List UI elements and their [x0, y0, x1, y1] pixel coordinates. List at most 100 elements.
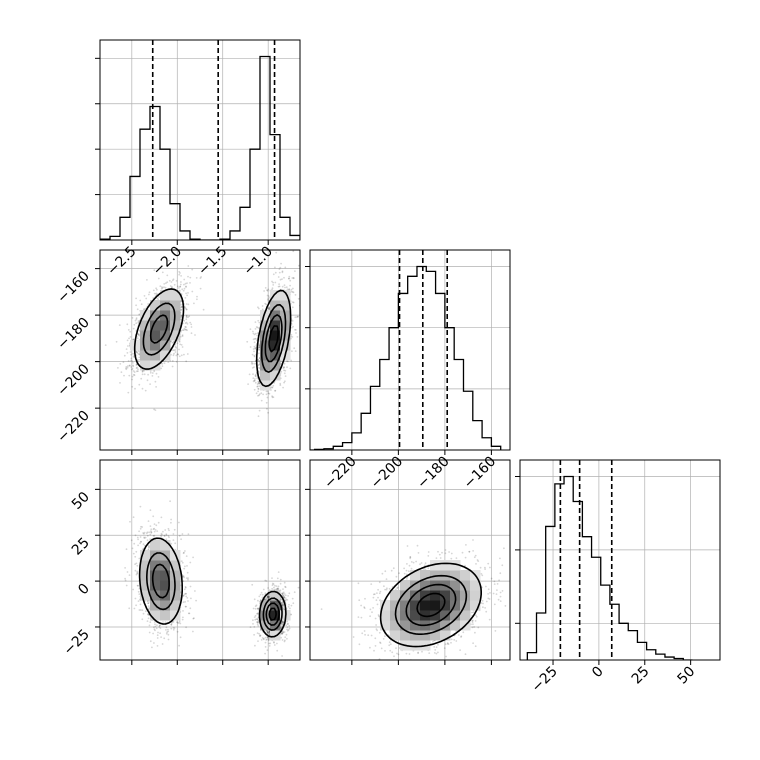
- scatter-point: [248, 373, 251, 376]
- scatter-point: [284, 380, 286, 383]
- density-cell: [280, 340, 291, 351]
- scatter-point: [184, 325, 187, 328]
- scatter-panel-p1-p2: [95, 249, 309, 455]
- scatter-point: [254, 337, 257, 340]
- scatter-point: [160, 287, 163, 290]
- scatter-point: [267, 288, 270, 291]
- scatter-point: [147, 303, 150, 305]
- scatter-point: [178, 355, 181, 358]
- density-cell: [150, 330, 161, 341]
- scatter-point: [258, 381, 261, 384]
- scatter-point: [137, 332, 140, 335]
- scatter-point: [185, 555, 188, 557]
- density-cell: [140, 340, 151, 351]
- scatter-point: [131, 367, 134, 370]
- scatter-point: [196, 295, 198, 298]
- scatter-point: [144, 389, 147, 392]
- scatter-point: [137, 353, 140, 355]
- scatter-point: [191, 268, 194, 271]
- scatter-point: [266, 294, 269, 297]
- scatter-point: [171, 341, 174, 344]
- scatter-point: [185, 626, 188, 629]
- scatter-point: [153, 370, 156, 373]
- scatter-point: [180, 538, 183, 541]
- scatter-point: [179, 283, 182, 286]
- scatter-point: [178, 287, 180, 289]
- scatter-point: [184, 297, 187, 299]
- scatter-point: [252, 338, 255, 341]
- scatter-point: [251, 353, 254, 356]
- scatter-point: [130, 359, 132, 362]
- scatter-point: [155, 372, 158, 375]
- scatter-point: [257, 348, 260, 351]
- scatter-point: [290, 335, 292, 338]
- scatter-point: [169, 500, 172, 503]
- scatter-point: [287, 360, 289, 363]
- scatter-point: [254, 321, 257, 323]
- scatter-point: [253, 379, 256, 382]
- scatter-point: [296, 315, 299, 318]
- scatter-point: [156, 624, 158, 626]
- scatter-point: [142, 543, 145, 545]
- scatter-point: [295, 329, 297, 331]
- scatter-point: [185, 292, 188, 295]
- scatter-point: [130, 539, 133, 542]
- scatter-point: [297, 297, 300, 300]
- scatter-point: [288, 277, 290, 280]
- scatter-point: [183, 353, 185, 356]
- scatter-point: [137, 368, 139, 371]
- scatter-point: [307, 308, 309, 310]
- scatter-point: [154, 629, 156, 632]
- scatter-point: [180, 354, 183, 357]
- scatter-point: [118, 324, 121, 326]
- scatter-point: [271, 396, 274, 399]
- scatter-point: [134, 319, 137, 322]
- scatter-point: [147, 373, 150, 376]
- scatter-point: [124, 577, 126, 580]
- density-cell: [150, 340, 161, 351]
- scatter-point: [132, 552, 135, 555]
- density-cell: [270, 300, 281, 311]
- scatter-point: [170, 623, 173, 626]
- density-cell: [280, 300, 291, 311]
- scatter-point: [292, 250, 295, 253]
- scatter-point: [177, 353, 180, 356]
- scatter-point: [257, 385, 259, 388]
- scatter-point: [185, 318, 188, 321]
- scatter-point: [137, 544, 140, 547]
- scatter-point: [273, 382, 275, 384]
- scatter-point: [274, 390, 276, 392]
- scatter-point: [190, 332, 193, 335]
- scatter-point: [265, 393, 268, 396]
- scatter-point: [185, 303, 188, 305]
- scatter-point: [138, 353, 141, 356]
- scatter-point: [278, 271, 281, 274]
- scatter-point: [147, 617, 150, 620]
- density-cell: [160, 300, 171, 311]
- scatter-point: [135, 370, 138, 373]
- scatter-point: [295, 316, 298, 318]
- scatter-point: [271, 395, 273, 398]
- hist-panel-p1: [95, 39, 301, 245]
- scatter-point: [127, 329, 130, 331]
- scatter-point: [190, 323, 193, 326]
- density-cell: [270, 370, 281, 381]
- scatter-point: [136, 337, 139, 340]
- hist-panel-p3: [515, 459, 721, 665]
- scatter-point: [253, 338, 256, 340]
- scatter-point: [280, 370, 283, 373]
- scatter-point: [135, 304, 138, 307]
- scatter-point: [154, 380, 157, 383]
- scatter-point: [257, 394, 259, 397]
- scatter-point: [283, 362, 286, 365]
- scatter-point: [179, 636, 182, 639]
- contour-level-0-1: [142, 302, 287, 373]
- scatter-point: [252, 380, 255, 383]
- scatter-point: [147, 548, 150, 551]
- scatter-point: [266, 396, 269, 399]
- scatter-point: [257, 307, 260, 310]
- scatter-point: [254, 346, 257, 349]
- scatter-point: [257, 388, 260, 390]
- scatter-point: [284, 286, 286, 289]
